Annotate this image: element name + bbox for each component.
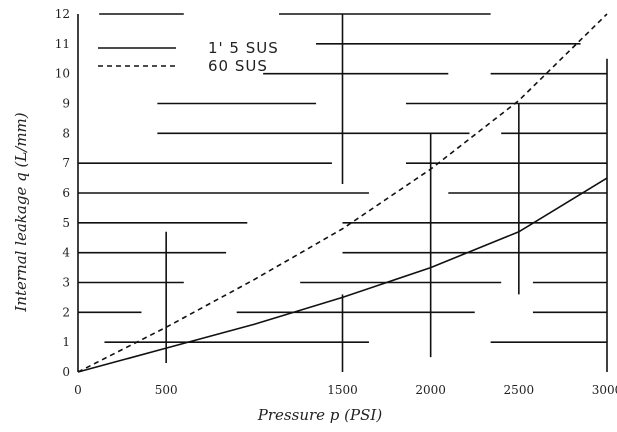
x-axis-title: Pressure p (PSI) <box>257 406 383 424</box>
tick-labels: 012345678910111205001500200025003000 <box>55 7 617 397</box>
series-layer <box>77 13 608 373</box>
y-tick-label: 2 <box>62 305 70 319</box>
y-tick-label: 11 <box>55 37 70 51</box>
y-tick-label: 0 <box>62 365 70 379</box>
y-tick-label: 10 <box>55 67 70 81</box>
y-tick-label: 8 <box>62 126 70 140</box>
y-tick-label: 12 <box>55 7 70 21</box>
y-tick-label: 3 <box>62 276 70 290</box>
grid-layer <box>78 13 608 372</box>
y-tick-label: 1 <box>62 335 70 349</box>
y-axis-title: Internal leakage q (L/mm) <box>12 112 30 312</box>
x-tick-label: 3000 <box>592 383 617 397</box>
x-tick-label: 1500 <box>327 383 358 397</box>
y-tick-label: 7 <box>62 156 70 170</box>
series-line-1 <box>77 177 608 373</box>
x-tick-label: 2500 <box>504 383 535 397</box>
legend-label-1: 1' 5 SUS <box>208 39 279 57</box>
y-tick-label: 6 <box>62 186 70 200</box>
x-tick-label: 2000 <box>415 383 446 397</box>
series-line-2 <box>77 13 608 373</box>
y-tick-label: 9 <box>62 97 70 111</box>
x-tick-label: 0 <box>74 383 82 397</box>
x-tick-label: 500 <box>155 383 178 397</box>
y-tick-label: 5 <box>62 216 70 230</box>
y-tick-label: 4 <box>62 246 70 260</box>
legend-label-2: 60 SUS <box>208 57 268 75</box>
